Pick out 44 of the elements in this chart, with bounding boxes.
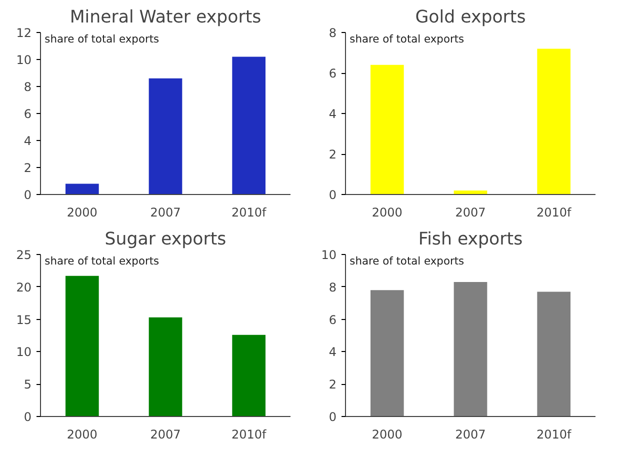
y-tick-label: 20	[16, 280, 32, 294]
x-tick-label: 2007	[455, 206, 486, 220]
x-tick-label: 2007	[455, 428, 486, 442]
y-tick-label: 5	[24, 378, 32, 392]
x-tick-label: 2000	[372, 206, 402, 220]
y-axis-title: share of total exports	[350, 254, 465, 268]
y-tick-label: 8	[24, 80, 32, 94]
y-tick-label: 0	[328, 410, 337, 424]
x-tick-label: 2010f	[536, 428, 572, 442]
y-tick-label: 2	[328, 378, 337, 392]
y-tick-label: 10	[321, 248, 337, 262]
y-tick-label: 2	[24, 161, 32, 175]
chart-title: Gold exports	[415, 8, 526, 28]
y-tick-label: 6	[24, 107, 32, 121]
y-tick-label: 15	[16, 312, 32, 327]
y-tick-label: 8	[328, 280, 337, 294]
x-tick-label: 2010f	[231, 428, 267, 442]
y-tick-label: 12	[16, 26, 32, 40]
y-tick-label: 0	[24, 410, 32, 424]
chart-title: Fish exports	[418, 230, 523, 250]
y-tick-label: 0	[328, 188, 337, 202]
y-tick-label: 4	[24, 134, 32, 148]
y-tick-label: 4	[328, 107, 337, 121]
y-axis-title: share of total exports	[350, 32, 465, 46]
y-tick-label: 10	[16, 53, 32, 67]
chart-title: Sugar exports	[104, 230, 226, 250]
y-tick-label: 25	[16, 248, 32, 262]
y-axis-title: share of total exports	[44, 32, 160, 46]
x-tick-label: 2000	[66, 428, 98, 442]
x-tick-label: 2000	[66, 206, 98, 220]
x-tick-label: 2010f	[536, 206, 572, 220]
x-tick-label: 2007	[150, 428, 181, 442]
x-tick-label: 2000	[372, 428, 402, 442]
x-tick-label: 2010f	[231, 206, 267, 220]
y-tick-label: 10	[16, 345, 32, 360]
y-tick-label: 6	[328, 66, 337, 80]
y-tick-label: 4	[328, 345, 337, 360]
y-tick-label: 2	[328, 148, 337, 162]
y-tick-label: 0	[24, 188, 32, 202]
y-axis-title: share of total exports	[44, 254, 160, 268]
y-tick-label: 6	[328, 312, 337, 327]
y-tick-label: 8	[328, 26, 337, 40]
x-tick-label: 2007	[150, 206, 181, 220]
chart-title: Mineral Water exports	[70, 8, 262, 28]
